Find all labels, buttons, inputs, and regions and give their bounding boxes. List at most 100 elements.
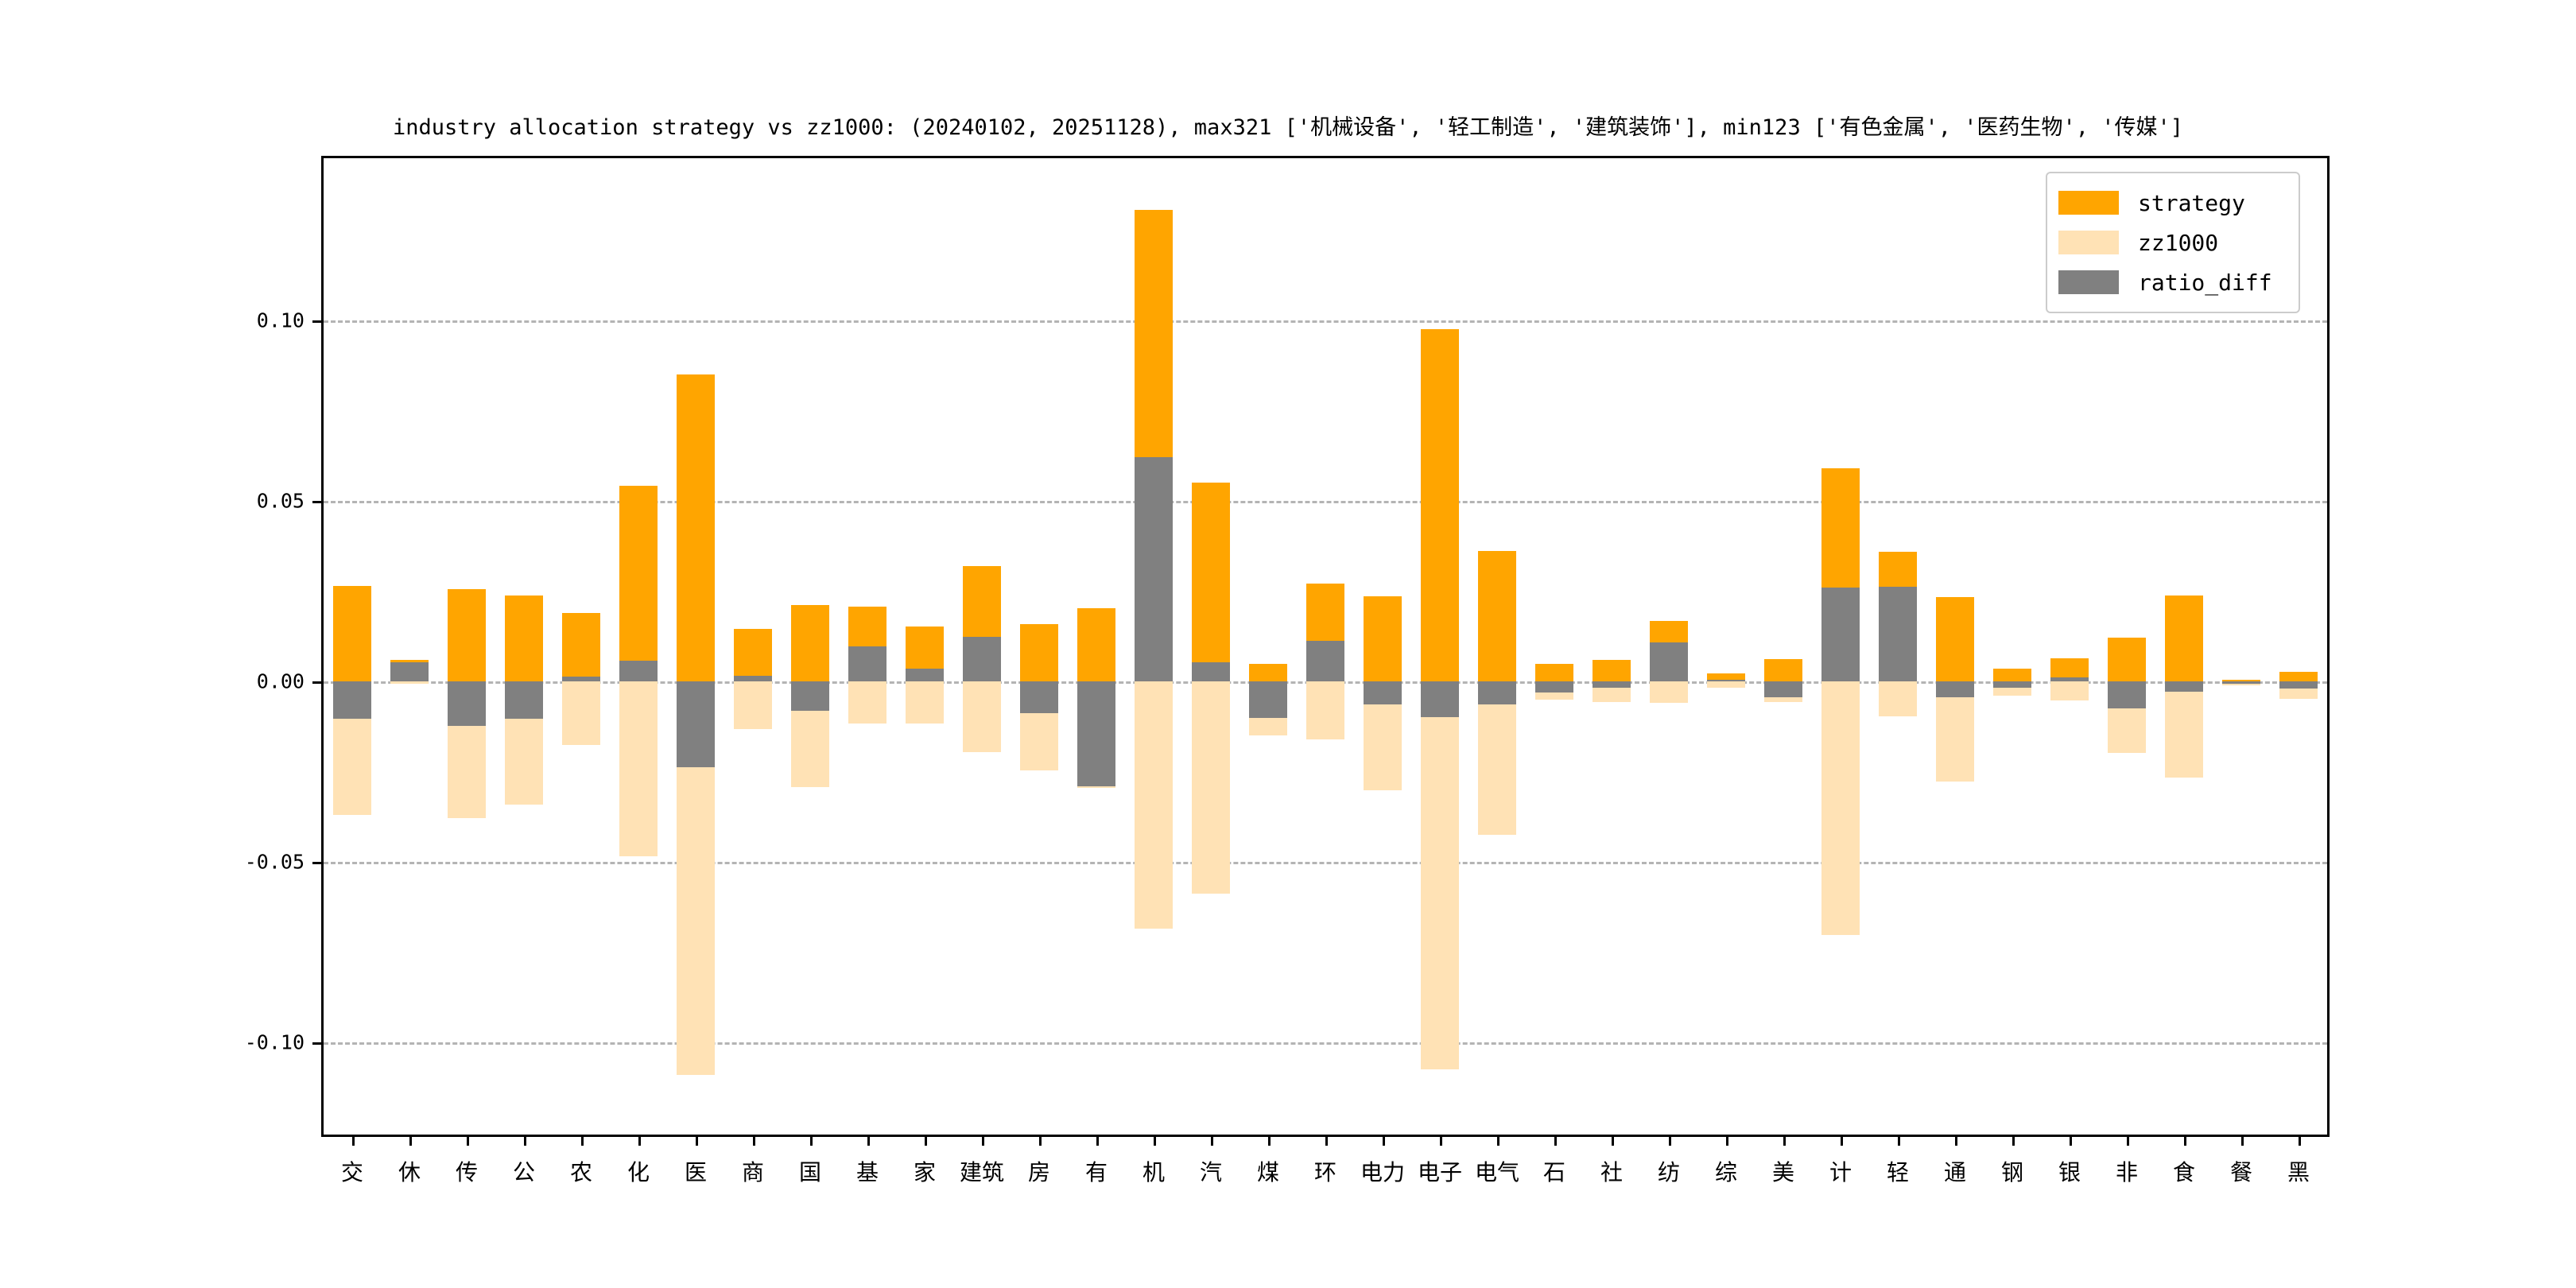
bar-ratio-diff-石: [1534, 681, 1574, 692]
chart-legend: strategy zz1000 ratio_diff: [2046, 172, 2300, 313]
bar-ratio-diff-化: [619, 660, 658, 682]
x-axis-tick-label-建筑: 建筑: [959, 1159, 1005, 1185]
legend-label-strategy: strategy: [2138, 189, 2245, 216]
bar-ratio-diff-计: [1821, 588, 1860, 682]
x-axis-tick-label-钢: 钢: [2000, 1159, 2024, 1185]
x-axis-tick-mark: [1726, 1135, 1728, 1146]
x-axis-tick-mark: [2241, 1135, 2244, 1146]
bar-strategy-非: [2107, 637, 2147, 682]
x-axis-tick-mark: [1268, 1135, 1271, 1146]
y-axis-tick-label: -0.05: [244, 850, 305, 874]
x-axis-tick-label-家: 家: [913, 1159, 937, 1185]
x-axis-tick-label-美: 美: [1771, 1159, 1795, 1185]
x-axis-tick-mark: [1154, 1135, 1156, 1146]
x-axis-tick-mark: [1096, 1135, 1099, 1146]
y-axis-tick-label: -0.10: [244, 1030, 305, 1054]
bar-ratio-diff-有: [1077, 681, 1116, 787]
x-axis-tick-mark: [1497, 1135, 1499, 1146]
bar-zz1000-机: [1134, 681, 1174, 929]
x-axis-tick-label-国: 国: [798, 1159, 822, 1185]
bar-ratio-diff-基: [848, 646, 887, 682]
legend-label-zz1000: zz1000: [2138, 229, 2219, 256]
bar-strategy-国: [790, 604, 830, 682]
x-axis-tick-label-传: 传: [455, 1159, 479, 1185]
x-axis-tick-mark: [638, 1135, 641, 1146]
bar-ratio-diff-电子: [1420, 681, 1460, 717]
x-axis-tick-mark: [1383, 1135, 1385, 1146]
y-axis-tick-mark: [312, 862, 324, 865]
bar-ratio-diff-公: [504, 681, 544, 719]
x-axis-tick-mark: [1554, 1135, 1557, 1146]
bar-ratio-diff-机: [1134, 456, 1174, 682]
bar-zz1000-农: [561, 681, 601, 746]
legend-item-zz1000[interactable]: zz1000: [2058, 223, 2287, 262]
bar-strategy-综: [1706, 673, 1746, 682]
bar-ratio-diff-环: [1305, 640, 1345, 682]
bar-ratio-diff-交: [332, 681, 372, 719]
bar-strategy-商: [733, 628, 773, 682]
legend-swatch-ratio_diff: [2058, 270, 2119, 294]
bar-zz1000-电子: [1420, 681, 1460, 1070]
x-axis-tick-mark: [1955, 1135, 1957, 1146]
legend-swatch-strategy: [2058, 191, 2119, 215]
x-axis-tick-label-轻: 轻: [1886, 1159, 1910, 1185]
bar-ratio-diff-银: [2050, 677, 2089, 682]
y-axis-tick-mark: [312, 681, 324, 685]
x-axis-tick-label-汽: 汽: [1199, 1159, 1223, 1185]
x-axis-tick-mark: [1325, 1135, 1328, 1146]
bar-zz1000-基: [848, 681, 887, 724]
bar-ratio-diff-综: [1706, 679, 1746, 682]
bar-strategy-有: [1077, 608, 1116, 682]
x-axis-tick-mark: [352, 1135, 355, 1146]
bar-ratio-diff-餐: [2221, 681, 2261, 684]
plot-axes: 0.10 0.05 0.00 -0.05 -0.10 交 休 传 公 农 化 医 商 国 基 家建筑房 有 机 汽…: [245, 156, 2330, 1185]
x-axis-tick-mark: [1039, 1135, 1042, 1146]
x-axis-tick-mark: [467, 1135, 469, 1146]
y-axis-tick-label: 0.05: [256, 489, 305, 513]
bar-zz1000-商: [733, 681, 773, 729]
x-axis-tick-mark: [696, 1135, 698, 1146]
bar-ratio-diff-国: [790, 681, 830, 711]
bar-zz1000-环: [1305, 681, 1345, 739]
bar-ratio-diff-农: [561, 676, 601, 682]
legend-item-strategy[interactable]: strategy: [2058, 183, 2287, 223]
x-axis-tick-mark: [1841, 1135, 1843, 1146]
x-axis-tick-label-基: 基: [855, 1159, 879, 1185]
gridline: [324, 320, 2327, 324]
x-axis-tick-mark: [2127, 1135, 2129, 1146]
legend-item-ratio_diff[interactable]: ratio_diff: [2058, 262, 2287, 302]
bar-ratio-diff-社: [1592, 681, 1631, 688]
bar-strategy-公: [504, 596, 544, 682]
y-axis-tick-mark: [312, 1042, 324, 1046]
x-axis-tick-mark: [581, 1135, 584, 1146]
y-axis-tick-label: 0.10: [256, 308, 305, 332]
x-axis-tick-label-休: 休: [398, 1159, 421, 1185]
y-axis-tick-mark: [312, 501, 324, 504]
bar-strategy-美: [1763, 659, 1803, 682]
bar-ratio-diff-医: [676, 681, 716, 768]
legend-label-ratio_diff: ratio_diff: [2138, 269, 2272, 296]
bar-strategy-传: [447, 589, 487, 682]
bar-zz1000-餐: [2221, 681, 2261, 685]
bar-strategy-电气: [1477, 550, 1517, 682]
bar-ratio-diff-非: [2107, 681, 2147, 709]
bar-ratio-diff-商: [733, 676, 773, 682]
bar-zz1000-汽: [1191, 681, 1231, 894]
x-axis-tick-label-计: 计: [1829, 1159, 1852, 1185]
bar-zz1000-化: [619, 681, 658, 857]
x-axis-tick-label-交: 交: [340, 1159, 364, 1185]
bar-zz1000-银: [2050, 681, 2089, 701]
bar-strategy-通: [1935, 597, 1975, 682]
bar-ratio-diff-电气: [1477, 681, 1517, 704]
x-axis-tick-mark: [867, 1135, 870, 1146]
bar-ratio-diff-建筑: [962, 636, 1002, 682]
bar-ratio-diff-房: [1019, 681, 1059, 713]
x-axis-tick-label-公: 公: [512, 1159, 536, 1185]
bar-ratio-diff-电力: [1363, 681, 1402, 705]
bar-ratio-diff-家: [905, 668, 945, 682]
x-axis-tick-mark: [1612, 1135, 1614, 1146]
x-axis-tick-label-有: 有: [1084, 1159, 1108, 1185]
bar-zz1000-家: [905, 681, 945, 724]
x-axis-tick-label-电子: 电子: [1417, 1159, 1463, 1185]
